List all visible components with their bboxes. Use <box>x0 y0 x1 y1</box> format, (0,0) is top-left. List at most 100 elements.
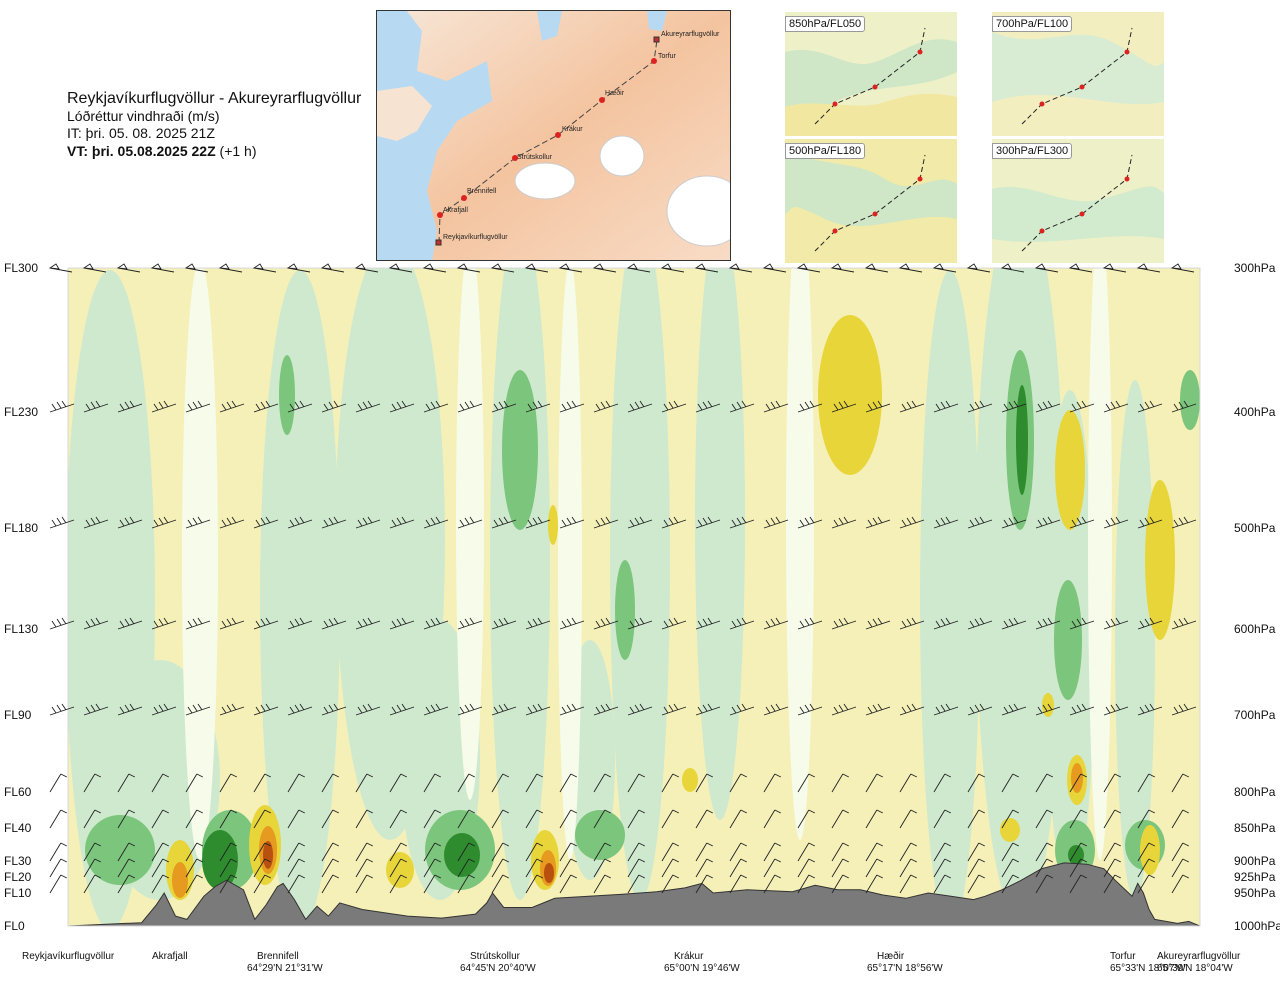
wind-barb <box>491 809 510 829</box>
wind-barb <box>151 874 170 894</box>
wind-barb <box>219 773 238 793</box>
pressure-label: 600hPa <box>1234 622 1276 636</box>
wind-barb <box>627 858 646 878</box>
wind-barb <box>763 874 782 894</box>
wind-barb <box>117 809 136 829</box>
wind-barb <box>1103 842 1122 862</box>
waypoint-label: Strútskollur 64°45'N 20°40'W <box>460 951 536 975</box>
wind-barb <box>1035 400 1061 413</box>
wind-barb <box>457 617 483 630</box>
waypoint-label: Akureyrarflugvöllur <box>661 31 720 38</box>
wind-barb <box>593 617 619 630</box>
pressure-label: 1000hPa <box>1234 919 1280 933</box>
wind-barb <box>423 809 442 829</box>
wind-barb <box>899 874 918 894</box>
wind-barb <box>1001 858 1020 878</box>
waypoint-marker <box>461 195 467 201</box>
wind-barb <box>695 516 721 529</box>
wind-barb <box>831 617 857 630</box>
wind-barb <box>525 809 544 829</box>
wind-barb <box>185 773 204 793</box>
wind-barb <box>865 703 891 716</box>
glacier-hofsjokull <box>599 135 645 177</box>
wind-barb <box>253 842 272 862</box>
wind-barb <box>797 842 816 862</box>
valid-time: VT: þri. 05.08.2025 22Z (+1 h) <box>67 142 361 160</box>
wind-barb <box>1103 617 1129 630</box>
wind-barb <box>389 809 408 829</box>
contour-cell <box>544 863 554 883</box>
wind-barb <box>321 874 340 894</box>
contour-cell <box>182 268 218 860</box>
contour-cell <box>68 270 155 926</box>
mini-map-500: 500hPa/FL180 <box>785 139 957 263</box>
wind-barb <box>49 703 75 716</box>
wind-barb <box>865 516 891 529</box>
wind-barb <box>117 516 143 529</box>
wind-barb <box>695 858 714 878</box>
wind-barb <box>525 400 551 413</box>
wind-barb <box>151 516 177 529</box>
wind-barb <box>899 400 925 413</box>
wind-barb <box>219 617 245 630</box>
wind-barb <box>253 400 279 413</box>
wind-barb <box>661 617 687 630</box>
wind-barb <box>694 263 719 273</box>
contour-cell <box>1055 820 1095 880</box>
wind-barb <box>728 263 753 273</box>
wind-barb <box>422 263 447 273</box>
glacier-langjokull <box>514 162 576 200</box>
wind-barb <box>389 516 415 529</box>
wind-barb <box>932 263 957 273</box>
wind-barb <box>1137 617 1163 630</box>
pressure-label: 925hPa <box>1234 870 1276 884</box>
waypoint-label: Krákur <box>562 126 583 133</box>
wind-barb <box>83 516 109 529</box>
wind-barb <box>933 874 952 894</box>
wind-barb <box>933 703 959 716</box>
wind-barb <box>933 842 952 862</box>
fl-label: FL230 <box>4 405 39 419</box>
issue-time: IT: þri. 05. 08. 2025 21Z <box>67 125 215 141</box>
wind-barb <box>355 858 374 878</box>
contour-cell <box>1071 763 1083 793</box>
wind-barb <box>967 874 986 894</box>
wind-barb <box>1035 858 1054 878</box>
mini-map-label: 700hPa/FL100 <box>992 16 1073 32</box>
wind-barb <box>865 400 891 413</box>
wind-barb <box>627 874 646 894</box>
wind-barb <box>83 773 102 793</box>
contour-cell <box>695 268 745 820</box>
wind-barb <box>457 858 476 878</box>
wind-barb <box>967 617 993 630</box>
wind-barb <box>389 400 415 413</box>
wind-barb <box>899 703 925 716</box>
contour-cell <box>202 830 238 890</box>
contour-cell <box>502 370 538 530</box>
wind-barb <box>287 773 306 793</box>
wind-barb <box>763 773 782 793</box>
waypoint-label: Brennifell 64°29'N 21°31'W <box>247 951 323 975</box>
wind-barb <box>1069 842 1088 862</box>
wind-barb <box>491 617 517 630</box>
wind-barb <box>355 516 381 529</box>
contour-cell <box>425 810 495 890</box>
wind-barb <box>1137 858 1156 878</box>
wind-barb <box>287 874 306 894</box>
wind-barb <box>457 809 476 829</box>
wind-barb <box>491 773 510 793</box>
wind-barb <box>933 400 959 413</box>
waypoint-marker <box>435 239 442 246</box>
wind-barb <box>1069 400 1095 413</box>
wind-barb <box>559 516 585 529</box>
wind-barb <box>1034 263 1059 273</box>
wind-barb <box>729 809 748 829</box>
wind-barb <box>1103 809 1122 829</box>
wind-barb <box>185 703 211 716</box>
fl-label: FL90 <box>4 708 32 722</box>
wind-barb <box>831 516 857 529</box>
wind-barb <box>423 703 449 716</box>
contour-cell <box>786 268 814 840</box>
wind-barb <box>287 617 313 630</box>
wind-barb <box>1035 703 1061 716</box>
